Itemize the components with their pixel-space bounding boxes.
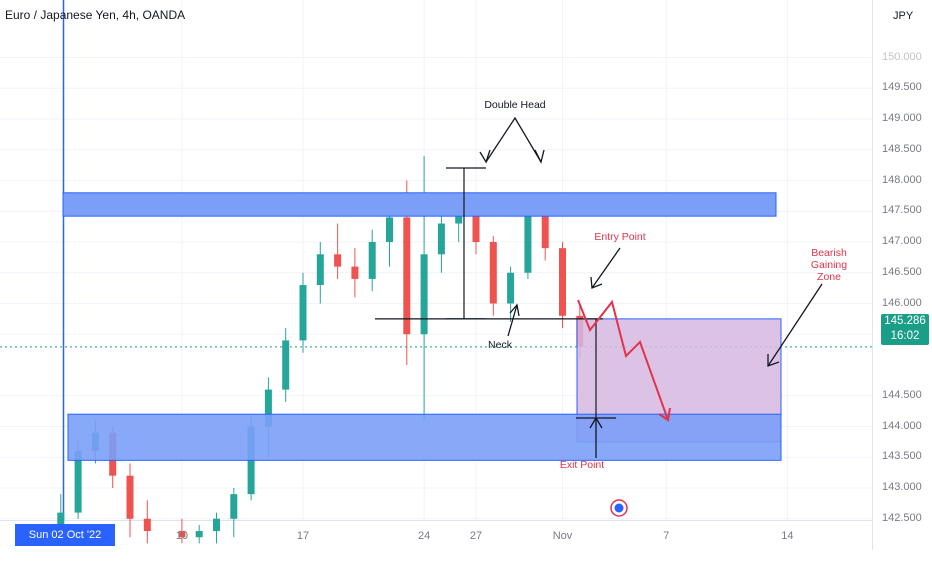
grid <box>0 0 873 550</box>
time-tick: 14 <box>781 530 794 542</box>
double-head-arrows <box>485 116 542 163</box>
price-tick: 142.500 <box>882 511 922 524</box>
candle-body <box>299 285 307 341</box>
arrowhead <box>509 303 520 317</box>
neck-label: Neck <box>488 339 512 351</box>
price-tick: 149.000 <box>882 112 922 124</box>
price-tick: 149.500 <box>882 81 922 94</box>
symbol-title[interactable]: Euro / Japanese Yen, 4h, OANDA <box>5 8 186 22</box>
crosshair-date: Sun 02 Oct '22 21:00 <box>15 524 115 563</box>
bar-countdown: 16:02 <box>890 330 920 342</box>
candle-body <box>368 242 376 279</box>
candle-body <box>230 494 238 519</box>
arrowhead <box>479 149 491 164</box>
entry-point-label: Entry Point <box>594 231 646 243</box>
price-tick: 150.000 <box>882 50 922 63</box>
candle-body <box>74 451 82 513</box>
price-tick: 147.500 <box>882 204 922 217</box>
candle-body <box>420 254 428 335</box>
candle-body <box>472 205 480 242</box>
projected-path-arrowhead <box>658 407 671 422</box>
candle-body <box>126 475 134 519</box>
entry-arrow <box>591 247 621 289</box>
candle-body <box>403 217 411 335</box>
price-tick: 143.000 <box>882 481 922 493</box>
chart-canvas[interactable] <box>0 0 932 550</box>
candle-body <box>264 389 272 427</box>
price-tick: 146.000 <box>882 296 922 309</box>
candle-body <box>524 211 532 273</box>
price-tick: 143.500 <box>882 450 922 463</box>
price-tick: 148.000 <box>882 173 922 186</box>
time-tick: 7 <box>663 530 670 542</box>
bearish-zone-line-2: Gaining <box>810 259 848 271</box>
time-tick: 24 <box>417 530 431 542</box>
price-tick: 147.000 <box>882 235 922 247</box>
double-head-label: Double Head <box>484 99 546 111</box>
candle-body <box>57 512 65 525</box>
arrowhead <box>767 354 780 367</box>
current-price-badge: 145.286 16:02 <box>881 314 929 345</box>
candle-body <box>334 254 342 267</box>
candle-body <box>437 223 445 255</box>
arrowhead <box>589 416 603 429</box>
support-zone <box>67 413 782 461</box>
candle-body <box>316 254 324 286</box>
time-tick: 10 <box>175 530 189 542</box>
candle-body <box>489 242 497 304</box>
candle-body <box>351 266 359 279</box>
price-tick: 144.500 <box>882 388 922 401</box>
price-tick: 144.000 <box>882 419 922 432</box>
candle-body <box>282 340 290 390</box>
candle-body <box>195 531 203 538</box>
candle-body <box>507 272 515 304</box>
drawings <box>62 116 823 517</box>
arrowhead <box>534 149 545 164</box>
candle-body <box>559 248 566 316</box>
bearish-zone-label: Bearish Gaining Zone <box>795 247 863 283</box>
bearish-zone-arrow <box>767 283 823 367</box>
exit-point-label: Exit Point <box>559 459 605 471</box>
currency-label: JPY <box>893 10 914 22</box>
arrowhead <box>590 276 603 289</box>
current-price: 145.286 <box>884 315 926 327</box>
price-tick: 148.500 <box>882 142 922 155</box>
candle-body <box>213 518 220 532</box>
event-marker-inner <box>614 503 624 513</box>
projected-path <box>577 299 669 421</box>
neck-arrow <box>507 304 518 337</box>
candle-body <box>143 518 151 532</box>
time-tick: 27 <box>469 530 483 542</box>
bearish-zone-line-3: Zone <box>817 271 841 283</box>
bearish-zone-line-1: Bearish <box>811 247 847 259</box>
resistance-zone <box>62 192 777 217</box>
candle-body <box>178 531 186 538</box>
candle-body <box>541 211 549 249</box>
time-tick: 17 <box>296 530 310 542</box>
price-tick: 146.500 <box>882 265 922 278</box>
candle-body <box>386 217 393 242</box>
time-tick: Nov <box>552 530 573 542</box>
